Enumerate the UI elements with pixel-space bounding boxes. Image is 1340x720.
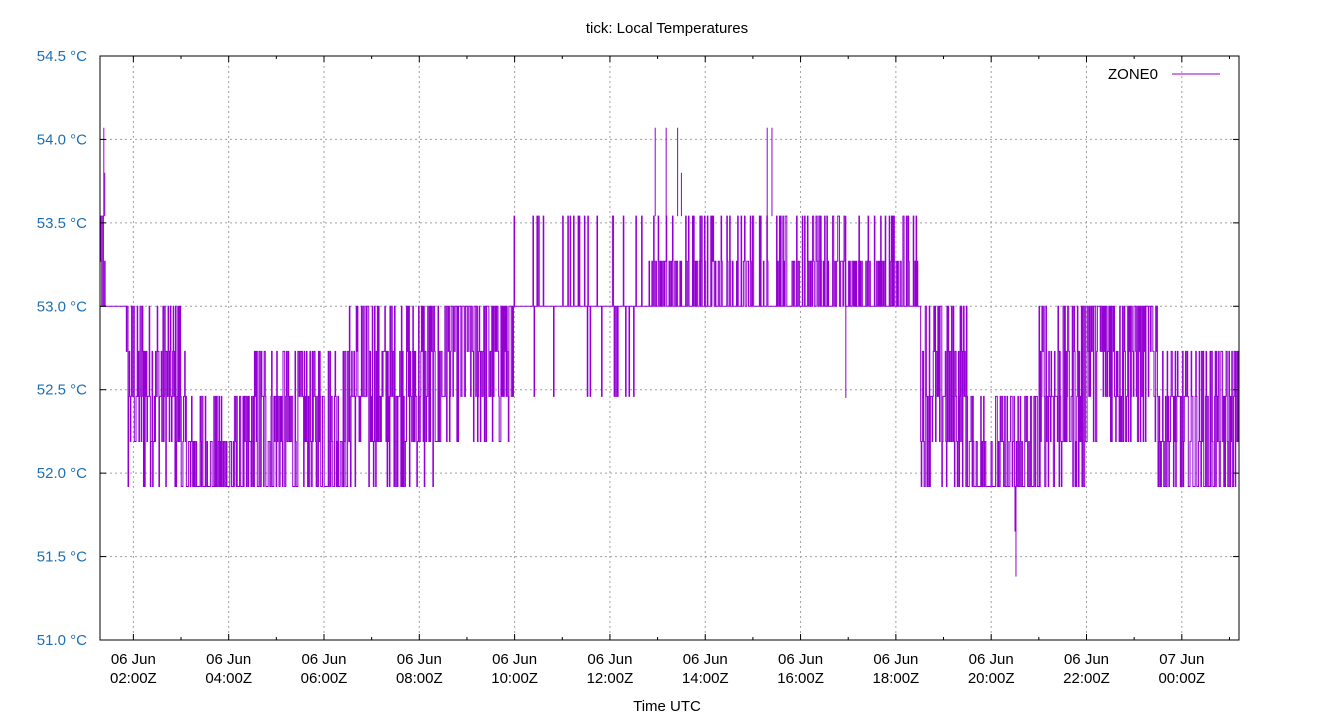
chart-title: tick: Local Temperatures bbox=[586, 20, 748, 37]
x-tick-time: 18:00Z bbox=[873, 670, 920, 687]
y-tick-label: 51.0 °C bbox=[37, 632, 87, 649]
legend-label-zone0: ZONE0 bbox=[1108, 66, 1158, 83]
x-tick-date: 06 Jun bbox=[206, 651, 251, 668]
y-tick-label: 54.0 °C bbox=[37, 131, 87, 148]
x-tick-time: 04:00Z bbox=[205, 670, 252, 687]
y-axis: 51.0 °C 51.5 °C 52.0 °C 52.5 °C 53.0 °C 53.5 … bbox=[37, 48, 1239, 649]
x-tick-time: 20:00Z bbox=[968, 670, 1015, 687]
y-tick-label: 52.0 °C bbox=[37, 465, 87, 482]
x-tick-time: 00:00Z bbox=[1158, 670, 1205, 687]
x-tick-time: 22:00Z bbox=[1063, 670, 1110, 687]
y-tick-label: 51.5 °C bbox=[37, 549, 87, 566]
x-tick-time: 12:00Z bbox=[587, 670, 634, 687]
y-tick-label: 52.5 °C bbox=[37, 382, 87, 399]
series-layer bbox=[99, 127, 1240, 577]
x-axis-label: Time UTC bbox=[633, 698, 701, 715]
x-tick-date: 07 Jun bbox=[1159, 651, 1204, 668]
series-line-zone0 bbox=[99, 215, 1240, 487]
x-tick-date: 06 Jun bbox=[683, 651, 728, 668]
x-tick-date: 06 Jun bbox=[873, 651, 918, 668]
x-tick-date: 06 Jun bbox=[969, 651, 1014, 668]
y-tick-label: 53.0 °C bbox=[37, 298, 87, 315]
plot-frame bbox=[99, 55, 1240, 641]
x-tick-time: 10:00Z bbox=[491, 670, 538, 687]
x-tick-date: 06 Jun bbox=[301, 651, 346, 668]
x-tick-time: 14:00Z bbox=[682, 670, 729, 687]
y-tick-label: 53.5 °C bbox=[37, 215, 87, 232]
x-tick-date: 06 Jun bbox=[492, 651, 537, 668]
grid-layer bbox=[100, 56, 1239, 640]
x-tick-date: 06 Jun bbox=[778, 651, 823, 668]
y-tick-label: 54.5 °C bbox=[37, 48, 87, 65]
x-tick-date: 06 Jun bbox=[1064, 651, 1109, 668]
x-tick-time: 06:00Z bbox=[301, 670, 348, 687]
x-tick-date: 06 Jun bbox=[397, 651, 442, 668]
x-tick-time: 08:00Z bbox=[396, 670, 443, 687]
x-tick-date: 06 Jun bbox=[587, 651, 632, 668]
x-tick-date: 06 Jun bbox=[111, 651, 156, 668]
x-axis: 06 Jun 02:00Z 06 Jun 04:00Z 06 Jun 06:00Z 06 J… bbox=[110, 56, 1230, 687]
legend: ZONE0 bbox=[1108, 66, 1220, 83]
x-tick-time: 02:00Z bbox=[110, 670, 157, 687]
x-tick-time: 16:00Z bbox=[777, 670, 824, 687]
